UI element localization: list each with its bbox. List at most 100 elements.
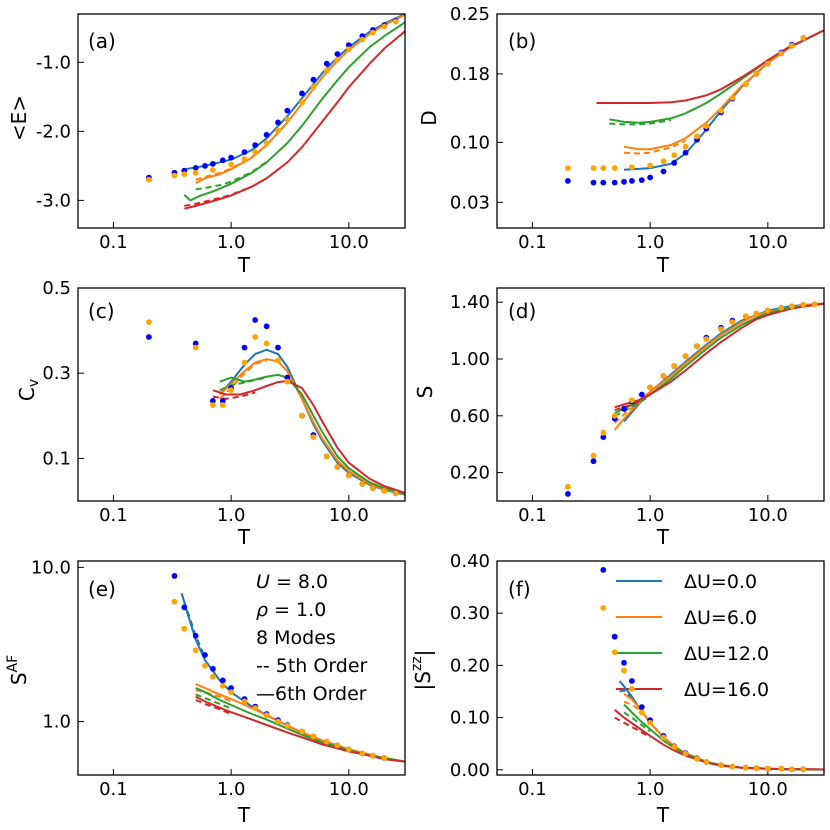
data-point — [590, 165, 597, 172]
data-point — [181, 604, 188, 611]
data-point — [729, 95, 736, 101]
y-tick-label: -3.0 — [36, 190, 71, 211]
series-line-du0-0-6th — [184, 14, 405, 171]
data-point — [241, 359, 248, 366]
data-point — [694, 133, 700, 140]
y-tick-label: 0.20 — [450, 463, 490, 484]
data-point — [742, 81, 749, 88]
data-point — [565, 178, 571, 184]
data-point — [381, 23, 388, 30]
panel-b: (b) D T 0.1 1.0 10.0 0.03 0.10 0.18 0.25 — [417, 4, 825, 277]
y-tick-label: 0.60 — [450, 406, 490, 427]
data-point — [381, 755, 388, 761]
data-point — [392, 18, 399, 25]
data-point — [753, 765, 760, 772]
data-point — [263, 131, 270, 138]
data-point — [252, 149, 259, 156]
data-point — [334, 464, 341, 470]
data-point — [192, 344, 199, 351]
data-point — [600, 429, 607, 436]
y-axis-label: SAF — [5, 655, 31, 685]
x-tick-label: 10.0 — [329, 505, 369, 526]
series-line-du16-0-5th — [195, 699, 232, 715]
data-point — [789, 766, 795, 773]
series-line-du16-0-6th — [212, 379, 405, 494]
y-tick-label: 1.0 — [42, 712, 71, 733]
data-point — [811, 301, 818, 308]
panel-label: (c) — [88, 299, 115, 323]
data-point — [210, 402, 216, 408]
series-line-du0-0-6th — [623, 302, 824, 423]
data-point — [171, 598, 178, 605]
data-point — [310, 84, 317, 91]
x-axis-label: T — [656, 525, 670, 549]
panel-d: (d) S T 0.1 1.0 10.0 0.20 0.60 1.00 1.40 — [413, 287, 825, 549]
x-tick-label: 1.0 — [217, 505, 246, 526]
axes-frame — [77, 287, 406, 502]
data-point — [778, 50, 785, 57]
series-line-du6-0-5th — [219, 359, 267, 400]
data-point — [638, 391, 645, 398]
y-axis-label: <E> — [7, 95, 31, 141]
data-point — [671, 152, 678, 159]
series-line-du6-0-6th — [623, 29, 824, 151]
data-point — [192, 169, 199, 176]
x-axis-label: T — [237, 525, 251, 549]
y-axis-label: Cv — [15, 379, 42, 401]
series-line-du6-0-6th — [219, 358, 405, 496]
x-tick-label: 0.1 — [518, 232, 547, 253]
plot-area — [565, 301, 824, 497]
data-point — [370, 752, 376, 759]
data-point — [778, 305, 785, 311]
x-tick-label: 10.0 — [748, 779, 788, 800]
series-line-du12-0-5th — [195, 160, 268, 191]
data-point — [789, 42, 795, 49]
data-point — [284, 107, 291, 114]
data-point — [729, 763, 736, 770]
y-tick-label: 1.40 — [450, 292, 490, 313]
panel-label: (d) — [508, 299, 536, 323]
series-line-du16-0-5th — [184, 185, 253, 207]
axes-frame — [496, 287, 825, 502]
panel-label: (f) — [508, 577, 531, 601]
data-point — [323, 453, 330, 460]
data-point — [275, 718, 281, 725]
data-point — [590, 458, 597, 465]
data-point — [611, 412, 618, 419]
data-point — [638, 177, 645, 184]
data-point — [392, 490, 399, 497]
data-point — [565, 165, 571, 172]
data-point — [345, 472, 352, 479]
data-point — [789, 303, 795, 310]
data-point — [764, 307, 771, 314]
data-point — [671, 363, 678, 369]
data-point — [310, 76, 317, 83]
panel-f: (f) |Szz| T ΔU=0.0 ΔU=6.0 ΔU=12.0 ΔU=16.… — [409, 551, 825, 827]
x-tick-label: 1.0 — [636, 232, 665, 253]
data-point — [753, 71, 760, 77]
data-point — [345, 46, 352, 53]
series-line-du0-0-5th — [619, 689, 633, 699]
data-point — [629, 164, 635, 171]
data-point — [800, 302, 807, 308]
y-tick-label: 10.0 — [31, 557, 71, 578]
data-point — [263, 340, 270, 347]
data-point — [742, 313, 749, 320]
x-tick-label: 1.0 — [217, 779, 246, 800]
data-point — [660, 734, 667, 741]
panel-label: (a) — [88, 29, 116, 53]
data-point — [323, 738, 330, 745]
data-point — [671, 160, 678, 166]
data-point — [252, 334, 259, 340]
data-point — [629, 178, 635, 184]
data-point — [800, 766, 807, 773]
data-point — [611, 649, 618, 656]
series-line-du16-0-5th — [614, 716, 651, 739]
data-point — [629, 686, 635, 692]
data-point — [310, 434, 317, 440]
data-point — [621, 178, 627, 185]
data-point — [228, 154, 235, 161]
data-point — [192, 340, 199, 347]
y-axis-label: |Szz| — [409, 650, 435, 691]
